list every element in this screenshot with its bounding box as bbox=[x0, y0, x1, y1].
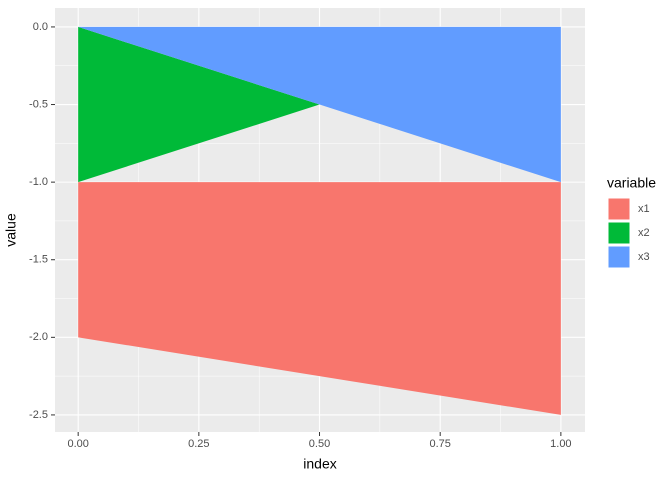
legend-key bbox=[607, 245, 631, 269]
area bbox=[78, 26, 561, 183]
x-axis-title: index bbox=[303, 456, 336, 472]
legend-title: variable bbox=[607, 175, 656, 191]
area bbox=[78, 182, 561, 415]
y-tick-label: -1.0 bbox=[29, 176, 48, 188]
x-tick-label: 0.75 bbox=[429, 438, 450, 450]
x-tick-label: 1.00 bbox=[550, 438, 571, 450]
y-axis-title: value bbox=[3, 213, 19, 247]
legend-key bbox=[607, 197, 631, 221]
x-tick-label: 0.00 bbox=[67, 438, 88, 450]
y-tick-label: -2.5 bbox=[29, 409, 48, 421]
legend-label: x3 bbox=[638, 251, 650, 263]
areas bbox=[78, 26, 561, 415]
axes: 0.00 0.25 0.50 0.75 1.00 0.0 -0.5 -1.0 -1.5 -2.0 -… bbox=[29, 21, 572, 450]
y-tick-label: -0.5 bbox=[29, 98, 48, 110]
area bbox=[78, 26, 320, 183]
y-tick-label: -1.5 bbox=[29, 254, 48, 266]
legend: variable x1 x2 x3 bbox=[607, 175, 656, 269]
x-tick-label: 0.25 bbox=[188, 438, 209, 450]
legend-key bbox=[607, 221, 631, 245]
legend-label: x2 bbox=[638, 227, 650, 239]
legend-label: x1 bbox=[638, 203, 650, 215]
x-tick-label: 0.50 bbox=[309, 438, 330, 450]
y-tick-label: -2.0 bbox=[29, 331, 48, 343]
y-tick-label: 0.0 bbox=[33, 21, 48, 33]
